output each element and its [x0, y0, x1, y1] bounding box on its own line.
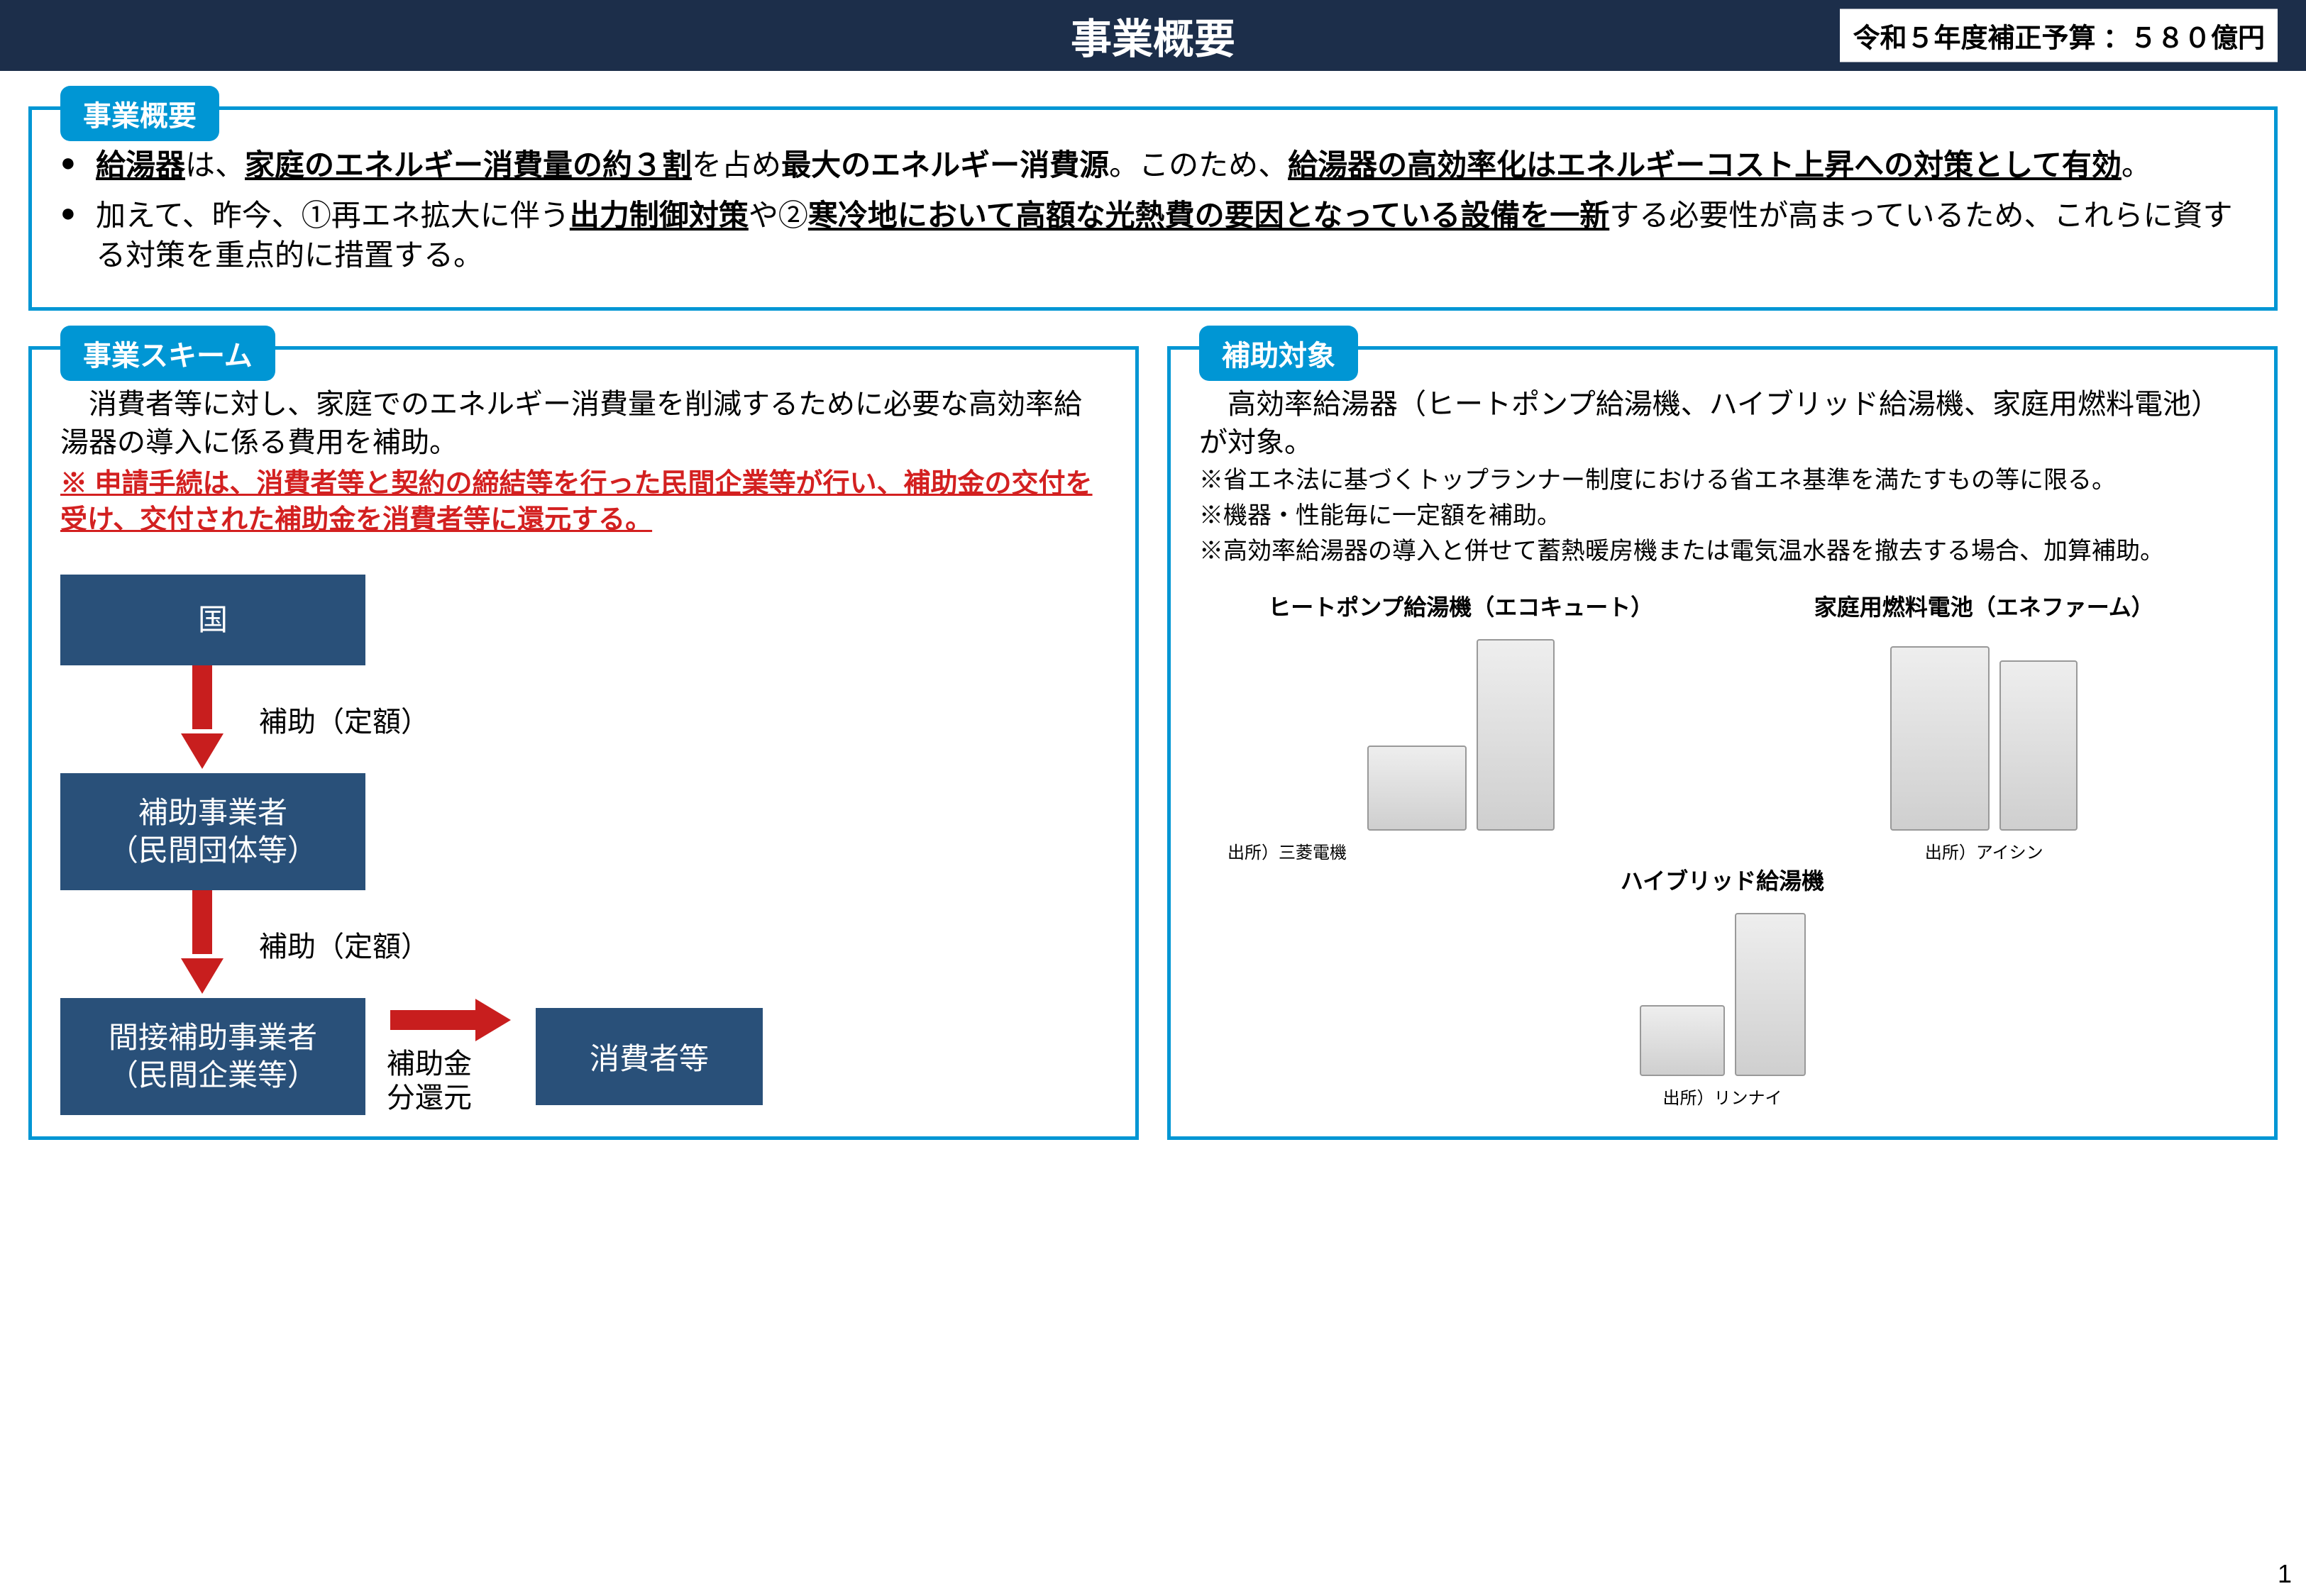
- outdoor-unit-icon: [1367, 746, 1467, 831]
- overview-section: 事業概要 給湯器は、家庭のエネルギー消費量の約３割を占め最大のエネルギー消費源。…: [28, 106, 2278, 311]
- page-number: 1: [2278, 1559, 2292, 1589]
- scheme-section: 事業スキーム 消費者等に対し、家庭でのエネルギー消費量を削減するために必要な高効…: [28, 346, 1139, 1140]
- product-enefarm: 家庭用燃料電池（エネファーム） 出所）アイシン: [1723, 589, 2246, 863]
- txt: 分還元: [387, 1082, 472, 1114]
- arrow-label-3: 補助金 分還元: [387, 1047, 514, 1115]
- arrow-down-icon: [181, 958, 224, 994]
- arrow-label-1: 補助（定額）: [259, 699, 429, 740]
- flow-arrow-1: 補助（定額）: [181, 665, 1107, 773]
- product-title: ハイブリッド給湯機: [1199, 863, 2246, 896]
- lower-row: 事業スキーム 消費者等に対し、家庭でのエネルギー消費量を削減するために必要な高効…: [28, 346, 2278, 1140]
- arrow-stem-icon: [192, 890, 212, 954]
- arrow-right-icon: [475, 999, 511, 1041]
- txt: 補助事業者: [138, 796, 287, 829]
- scheme-tab: 事業スキーム: [60, 326, 275, 381]
- flow-box-indirect: 間接補助事業者 （民間企業等）: [60, 998, 365, 1115]
- txt: 。このため、: [1109, 148, 1288, 182]
- product-title: 家庭用燃料電池（エネファーム）: [1723, 589, 2246, 622]
- arrow-label-2: 補助（定額）: [259, 924, 429, 965]
- txt: は、: [185, 148, 245, 182]
- overview-list: 給湯器は、家庭のエネルギー消費量の約３割を占め最大のエネルギー消費源。このため、…: [60, 145, 2246, 276]
- scheme-note: ※ 申請手続は、消費者等と契約の締結等を行った民間企業等が行い、補助金の交付を受…: [60, 466, 1107, 539]
- flow-box-consumer: 消費者等: [536, 1008, 763, 1105]
- device-illustration: [1890, 632, 2078, 831]
- tank-unit-icon: [1999, 660, 2078, 831]
- product-ecocute: ヒートポンプ給湯機（エコキュート） 出所）三菱電機: [1199, 589, 1723, 863]
- header-bar: 事業概要 令和５年度補正予算 ：５８０億円: [0, 0, 2306, 71]
- arrow-down-icon: [181, 733, 224, 769]
- outdoor-unit-icon: [1640, 1005, 1725, 1076]
- product-title: ヒートポンプ給湯機（エコキュート）: [1199, 589, 1723, 622]
- txt: （民間企業等）: [109, 1058, 317, 1092]
- txt: 給湯器: [96, 148, 185, 182]
- products-grid: ヒートポンプ給湯機（エコキュート） 出所）三菱電機 家庭用燃料電池（エネファーム…: [1199, 589, 2246, 1109]
- txt: 出力制御対策: [570, 199, 749, 232]
- scheme-text: 消費者等に対し、家庭でのエネルギー消費量を削減するために必要な高効率給湯器の導入…: [60, 385, 1107, 462]
- txt: 。: [2122, 148, 2151, 182]
- fuelcell-unit-icon: [1890, 646, 1990, 831]
- flow-box-country: 国: [60, 575, 365, 666]
- txt: 家庭のエネルギー消費量の約３割: [245, 148, 692, 182]
- budget-badge: 令和５年度補正予算 ：５８０億円: [1840, 9, 2278, 62]
- target-note-1: ※省エネ法に基づくトップランナー制度における省エネ基準を満たすもの等に限る。: [1199, 465, 2246, 497]
- txt: 間接補助事業者: [109, 1021, 317, 1054]
- arrow-stem-icon: [192, 665, 212, 729]
- txt: 加えて、昨今、①再エネ拡大に伴う: [96, 199, 570, 232]
- overview-tab: 事業概要: [60, 86, 219, 141]
- device-illustration: [1367, 632, 1555, 831]
- target-note-3: ※高効率給湯器の導入と併せて蓄熱暖房機または電気温水器を撤去する場合、加算補助。: [1199, 536, 2246, 568]
- txt: 最大のエネルギー消費源: [781, 148, 1109, 182]
- target-section: 補助対象 高効率給湯器（ヒートポンプ給湯機、ハイブリッド給湯機、家庭用燃料電池）…: [1167, 346, 2278, 1140]
- tank-unit-icon: [1477, 639, 1555, 831]
- overview-bullet-2: 加えて、昨今、①再エネ拡大に伴う出力制御対策や②寒冷地において高額な光熱費の要因…: [60, 196, 2246, 276]
- target-note-2: ※機器・性能毎に一定額を補助。: [1199, 500, 2246, 533]
- txt: （民間団体等）: [109, 833, 317, 867]
- product-source: 出所）リンナイ: [1199, 1084, 2246, 1109]
- product-source: 出所）三菱電機: [1199, 838, 1723, 863]
- txt: 給湯器の高効率化はエネルギーコスト上昇への対策として有効: [1288, 148, 2122, 182]
- flow-arrow-2: 補助（定額）: [181, 890, 1107, 998]
- product-hybrid: ハイブリッド給湯機 出所）リンナイ: [1199, 863, 2246, 1109]
- txt: 補助金: [387, 1048, 472, 1080]
- arrow-stem-icon: [390, 1010, 475, 1030]
- tank-unit-icon: [1735, 913, 1806, 1076]
- device-illustration: [1640, 906, 1806, 1076]
- txt: 寒冷地において高額な光熱費の要因となっている設備を一新: [808, 199, 1609, 232]
- product-source: 出所）アイシン: [1723, 838, 2246, 863]
- txt: を占め: [692, 148, 781, 182]
- flow-box-operator: 補助事業者 （民間団体等）: [60, 773, 365, 890]
- overview-bullet-1: 給湯器は、家庭のエネルギー消費量の約３割を占め最大のエネルギー消費源。このため、…: [60, 145, 2246, 186]
- page-title: 事業概要: [1071, 6, 1235, 65]
- flow-diagram: 国 補助（定額） 補助事業者 （民間団体等） 補助（定額）: [60, 575, 1107, 1116]
- flow-arrow-3: 補助金 分還元: [387, 999, 514, 1115]
- target-tab: 補助対象: [1199, 326, 1358, 381]
- txt: や②: [749, 199, 808, 232]
- flow-row-3: 間接補助事業者 （民間企業等） 補助金 分還元 消費者等: [60, 998, 1107, 1115]
- target-text: 高効率給湯器（ヒートポンプ給湯機、ハイブリッド給湯機、家庭用燃料電池）が対象。: [1199, 385, 2246, 462]
